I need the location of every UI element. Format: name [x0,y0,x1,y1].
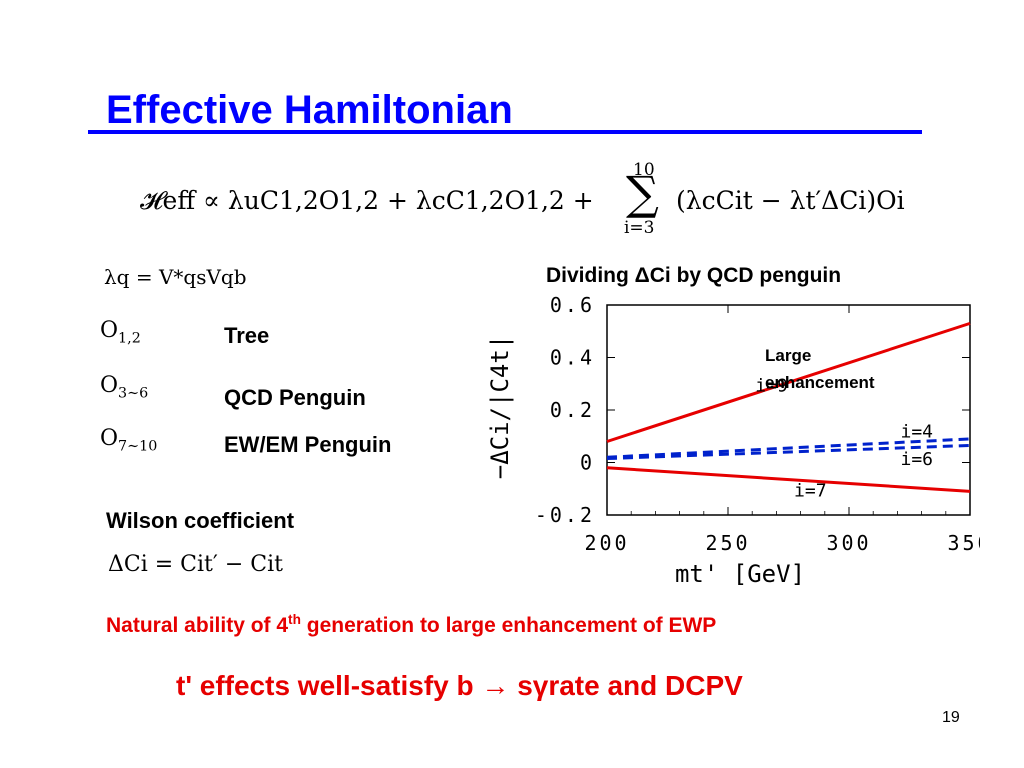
sum-lower-limit: i=3 [624,218,655,238]
x-tick-label: 200 [584,531,629,555]
operator-symbol: O [100,373,119,398]
chart-plot-area: 0.6 0.4 0.2 0 -0.2 200 250 300 350 i=9 i=4 i=6 i=7 [535,293,980,555]
series-label-i-4: i=4 [901,422,934,443]
chart-annotation-line2: enhancement [765,373,875,392]
operator-ew-penguin: O7∼10 [100,426,157,454]
series-label-i-6: i=6 [901,449,934,470]
title-underline [88,130,922,134]
operator-index: 3∼6 [118,385,149,402]
operator-label-tree: Tree [224,323,270,348]
red-statement: Natural ability of 4th generation to lar… [106,612,716,638]
red-statement-before: Natural ability of 4 [106,614,289,637]
series-line-i-4 [606,437,971,459]
y-tick-label: 0 [580,451,595,475]
operator-label-qcd-penguin: QCD Penguin [224,385,366,410]
chart-y-axis-label: −ΔCi/|C4t| [486,335,514,480]
y-tick-label: -0.2 [535,503,595,527]
x-tick-label: 300 [826,531,871,555]
conclusion-text: t' effects well-satisfy b → sγrate and D… [176,670,743,701]
hamiltonian-equation-right: (λcCit − λt′ΔCi)Oi [676,186,905,215]
operator-index: 1,2 [118,330,141,347]
y-tick-label: 0.4 [550,346,595,370]
chart-x-axis-label: mt' [GeV] [675,560,805,588]
sum-upper-limit: 10 [633,160,655,180]
red-statement-sup: th [288,612,301,627]
series-line-i-7 [606,466,971,493]
operator-index: 7∼10 [118,438,158,455]
lambda-definition: λq = V*qsVqb [104,265,247,289]
y-tick-label: 0.6 [550,293,595,317]
red-statement-after: generation to large enhancement of EWP [300,614,717,637]
series-label-i-7: i=7 [794,481,827,502]
chart-frame [606,304,971,516]
wilson-definition: ΔCi = Cit′ − Cit [108,552,284,577]
operator-symbol: O [100,318,119,343]
hamiltonian-equation-left: 𝓗eff ∝ λuC1,2O1,2 + λcC1,2O1,2 + [140,186,594,215]
sum-symbol-icon: ∑ [626,166,659,220]
operator-qcd-penguin: O3∼6 [100,373,148,401]
x-tick-label: 350 [947,531,980,555]
series-line-i-9 [606,321,971,443]
chart-annotation-line1: Large [765,346,811,365]
operator-label-ew-penguin: EW/EM Penguin [224,432,392,457]
series-line-i-6 [606,443,971,461]
operator-tree: O1,2 [100,318,141,346]
enhancement-chart: 0.6 0.4 0.2 0 -0.2 200 250 300 350 i=9 i=4 i=6 i=7 −… [486,293,980,588]
chart-title: Dividing ΔCi by QCD penguin [546,264,842,287]
page-number: 19 [942,709,960,726]
x-tick-label: 250 [705,531,750,555]
series-label-i-9: i=9 [755,376,788,397]
operator-symbol: O [100,426,119,451]
y-tick-label: 0.2 [550,398,595,422]
wilson-coefficient-label: Wilson coefficient [106,508,295,533]
slide-title: Effective Hamiltonian [106,88,513,132]
